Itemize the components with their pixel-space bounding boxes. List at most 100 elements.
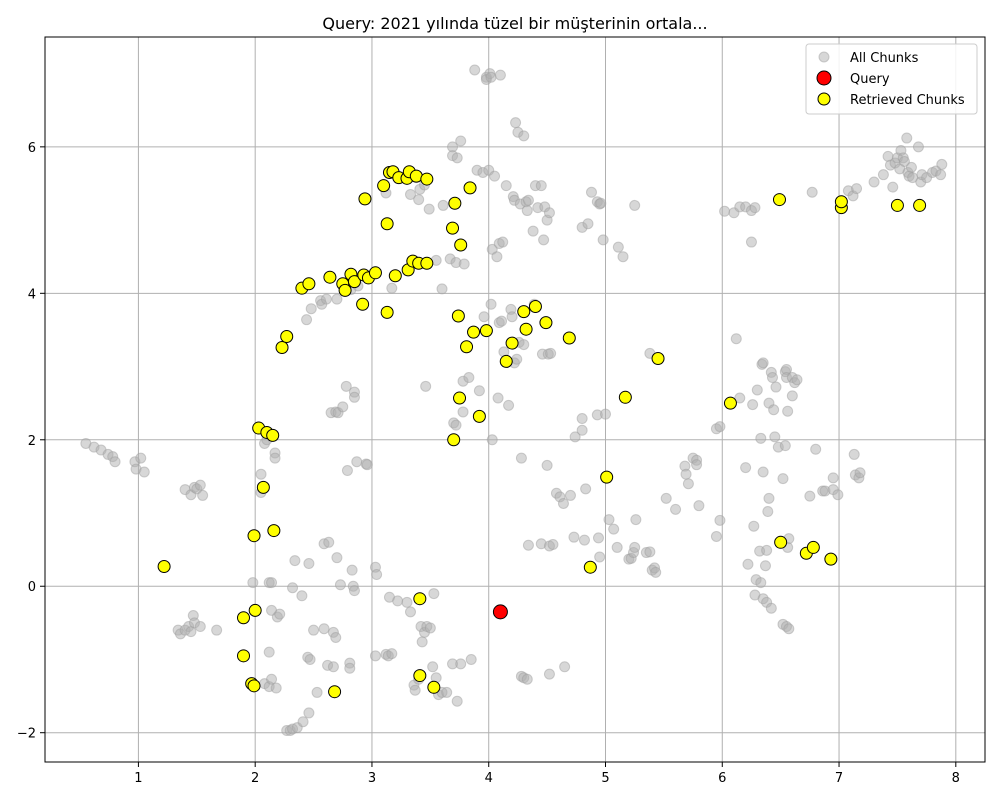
retrieved-chunks-point xyxy=(562,331,576,345)
all-chunks-point xyxy=(749,202,761,214)
retrieved-chunks-point xyxy=(651,351,665,365)
all-chunks-point xyxy=(810,443,822,455)
retrieved-chunks-point xyxy=(446,221,460,235)
all-chunks-point xyxy=(762,506,774,518)
retrieved-chunks-point xyxy=(380,217,394,231)
all-chunks-point xyxy=(710,530,722,542)
all-chunks-point xyxy=(832,489,844,501)
all-chunks-point xyxy=(578,534,590,546)
legend-label-all-chunks: All Chunks xyxy=(850,51,919,66)
retrieved-chunks-point xyxy=(388,269,402,283)
legend-label-query: Query xyxy=(850,72,890,87)
all-chunks-point xyxy=(369,650,381,662)
all-chunks-point xyxy=(747,399,759,411)
retrieved-chunks-point xyxy=(247,679,261,693)
retrieved-chunks-point xyxy=(266,428,280,442)
x-tick-label: 1 xyxy=(134,771,142,786)
all-chunks-point xyxy=(595,197,607,209)
all-chunks-point xyxy=(455,658,467,670)
legend: All Chunks Query Retrieved Chunks xyxy=(805,43,978,115)
all-chunks-point xyxy=(905,161,917,173)
all-chunks-point xyxy=(138,466,150,478)
retrieved-chunks-point xyxy=(772,193,786,207)
retrieved-chunks-point xyxy=(275,341,289,355)
data-points xyxy=(80,64,948,737)
all-chunks-point xyxy=(629,541,641,553)
all-chunks-point xyxy=(337,401,349,413)
all-chunks-point xyxy=(494,69,506,81)
all-chunks-point xyxy=(194,479,206,491)
all-chunks-point xyxy=(506,311,518,323)
all-chunks-point xyxy=(423,203,435,215)
retrieved-chunks-point xyxy=(467,325,481,339)
legend-marker-query xyxy=(816,70,832,86)
all-chunks-point xyxy=(608,523,620,535)
all-chunks-point xyxy=(436,283,448,295)
all-chunks-point xyxy=(496,315,508,327)
retrieved-chunks-point xyxy=(377,179,391,193)
all-chunks-point xyxy=(465,653,477,665)
retrieved-chunks-point xyxy=(528,299,542,313)
all-chunks-point xyxy=(311,686,323,698)
all-chunks-point xyxy=(274,608,286,620)
all-chunks-point xyxy=(320,293,332,305)
all-chunks-point xyxy=(473,385,485,397)
all-chunks-point xyxy=(740,462,752,474)
x-tick-label: 7 xyxy=(835,771,843,786)
retrieved-chunks-point xyxy=(472,409,486,423)
retrieved-chunks-point xyxy=(806,540,820,554)
query-point xyxy=(492,604,508,620)
all-chunks-point xyxy=(629,199,641,211)
y-tick-label: 0 xyxy=(28,580,36,595)
retrieved-chunks-point xyxy=(583,560,597,574)
legend-marker-all-chunks xyxy=(818,51,830,63)
retrieved-chunks-point xyxy=(368,266,382,280)
all-chunks-point xyxy=(603,514,615,526)
all-chunks-point xyxy=(331,293,343,305)
all-chunks-point xyxy=(734,392,746,404)
all-chunks-point xyxy=(765,602,777,614)
legend-label-retrieved-chunks: Retrieved Chunks xyxy=(850,93,965,108)
all-chunks-point xyxy=(424,622,436,634)
all-chunks-point xyxy=(791,374,803,386)
all-chunks-point xyxy=(296,590,308,602)
all-chunks-point xyxy=(348,391,360,403)
all-chunks-point xyxy=(518,339,530,351)
all-chunks-point xyxy=(691,459,703,471)
all-chunks-point xyxy=(270,682,282,694)
all-chunks-point xyxy=(630,514,642,526)
all-chunks-point xyxy=(428,588,440,600)
all-chunks-point xyxy=(500,180,512,192)
all-chunks-point xyxy=(485,298,497,310)
all-chunks-point xyxy=(303,558,315,570)
all-chunks-point xyxy=(769,431,781,443)
retrieved-chunks-point xyxy=(427,680,441,694)
all-chunks-point xyxy=(757,357,769,369)
retrieved-chunks-point xyxy=(237,649,251,663)
all-chunks-point xyxy=(486,434,498,446)
all-chunks-point xyxy=(247,577,259,589)
all-chunks-point xyxy=(348,585,360,597)
retrieved-chunks-point xyxy=(834,195,848,209)
all-chunks-point xyxy=(334,579,346,591)
retrieved-chunks-point xyxy=(358,192,372,206)
all-chunks-point xyxy=(748,520,760,532)
all-chunks-point xyxy=(745,236,757,248)
all-chunks-point xyxy=(510,117,522,129)
all-chunks-point xyxy=(503,399,515,411)
all-chunks-point xyxy=(742,558,754,570)
all-chunks-point xyxy=(576,413,588,425)
x-tick-label: 2 xyxy=(251,771,259,786)
retrieved-chunks-point xyxy=(774,535,788,549)
all-chunks-point xyxy=(535,180,547,192)
all-chunks-point xyxy=(543,668,555,680)
retrieved-chunks-point xyxy=(247,529,261,543)
all-chunks-point xyxy=(770,381,782,393)
x-tick-label: 4 xyxy=(485,771,493,786)
all-chunks-point xyxy=(427,661,439,673)
all-chunks-point xyxy=(714,421,726,433)
all-chunks-point xyxy=(650,566,662,578)
all-chunks-point xyxy=(901,132,913,144)
all-chunks-point xyxy=(194,621,206,633)
all-chunks-point xyxy=(779,440,791,452)
